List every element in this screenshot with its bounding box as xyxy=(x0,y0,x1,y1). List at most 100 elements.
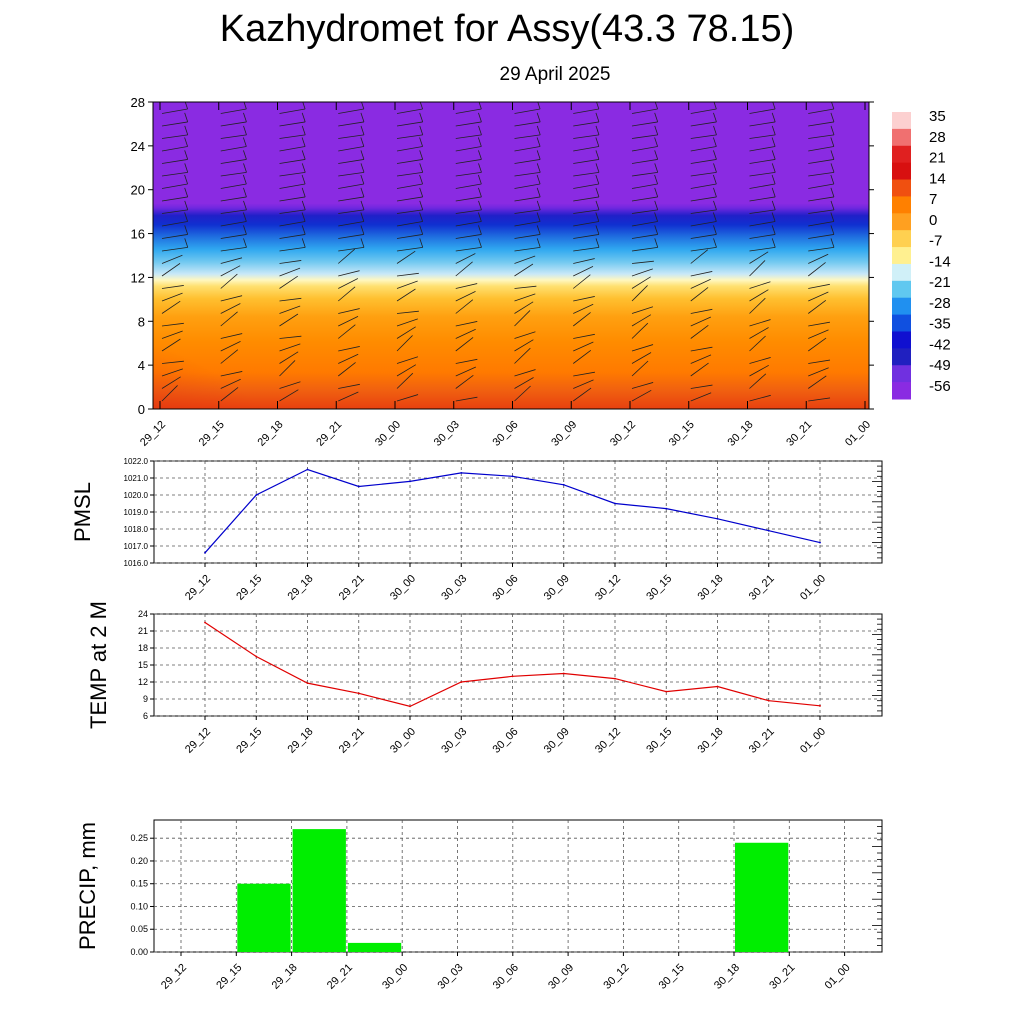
wind-barb-flag xyxy=(419,225,424,235)
wind-barb-flag xyxy=(771,187,776,198)
wind-barb-flag xyxy=(536,212,541,222)
data-point xyxy=(665,507,668,510)
wind-barb-flag xyxy=(830,238,835,248)
wind-barb-flag xyxy=(595,225,600,235)
wind-barb xyxy=(396,246,423,252)
wind-barb xyxy=(396,326,416,339)
wind-barb-flag xyxy=(830,112,835,123)
chart-subtitle: 29 April 2025 xyxy=(499,64,611,85)
wind-barb xyxy=(749,297,766,314)
wind-barb xyxy=(396,234,423,239)
x-tick-label: 30_18 xyxy=(712,962,742,992)
wind-barb xyxy=(161,121,188,127)
colorbar-swatch xyxy=(892,230,911,248)
data-point xyxy=(204,621,206,624)
y-tick-label: 1021.0 xyxy=(124,474,149,483)
wind-barb xyxy=(220,221,247,227)
wind-barb-flag xyxy=(830,212,835,222)
wind-barb-flag xyxy=(184,125,189,136)
wind-barb xyxy=(279,134,306,139)
wind-barb xyxy=(749,108,776,114)
wind-barb-flag xyxy=(595,238,600,248)
wind-barb-flag xyxy=(537,102,541,110)
wind-barb-flag xyxy=(713,102,717,110)
wind-barb-flag xyxy=(654,112,659,123)
wind-barb-flag xyxy=(595,212,600,222)
wind-barb-flag xyxy=(478,225,482,235)
wind-barb xyxy=(161,300,181,314)
wind-barb xyxy=(396,171,423,177)
wind-barb-flag xyxy=(478,112,482,123)
colorbar-swatch xyxy=(892,382,911,400)
heatmap-y-tick-label: 8 xyxy=(138,314,145,329)
wind-barb-flag xyxy=(713,112,717,123)
wind-barb xyxy=(455,328,476,339)
data-point xyxy=(767,699,770,702)
wind-barb-flag xyxy=(536,125,541,136)
x-tick-label: 30_09 xyxy=(546,962,576,992)
wind-barb xyxy=(808,209,835,214)
wind-barb xyxy=(514,234,541,239)
wind-barb xyxy=(808,299,827,314)
wind-barb xyxy=(455,234,482,239)
wind-barb xyxy=(279,343,301,352)
wind-barb xyxy=(631,171,658,177)
wind-barb xyxy=(220,340,241,352)
wind-barb-flag xyxy=(301,200,306,211)
wind-barb xyxy=(396,335,413,352)
colorbar-swatch xyxy=(892,280,911,299)
wind-barb-flag xyxy=(654,225,659,235)
wind-barb xyxy=(631,382,654,389)
wind-barb-flag xyxy=(301,137,306,147)
wind-barb xyxy=(631,209,658,214)
wind-barb-flag xyxy=(536,187,541,198)
wind-barb-flag xyxy=(654,102,658,110)
wind-barb xyxy=(514,255,536,264)
wind-barbs xyxy=(161,102,835,402)
wind-barb xyxy=(514,221,541,227)
wind-barb-flag xyxy=(771,150,776,160)
colorbar-label: -14 xyxy=(929,253,951,270)
wind-barb xyxy=(338,315,359,327)
wind-barb xyxy=(514,246,541,252)
wind-barb xyxy=(573,387,592,402)
wind-barb-flag xyxy=(419,163,424,173)
wind-barb xyxy=(573,341,594,352)
wind-barb xyxy=(808,283,830,289)
wind-barb xyxy=(279,196,306,202)
wind-barb xyxy=(220,273,238,289)
x-tick-label: 30_06 xyxy=(491,573,521,603)
colorbar-swatch xyxy=(892,348,911,366)
wind-barb xyxy=(161,221,188,227)
colorbar-swatch xyxy=(892,213,911,231)
wind-barb xyxy=(573,296,595,302)
wind-barb-flag xyxy=(360,212,365,222)
wind-barb xyxy=(220,234,247,239)
wind-barb xyxy=(514,108,541,114)
wind-barb xyxy=(279,360,296,377)
x-tick-label: 30_12 xyxy=(593,726,623,756)
wind-barb-flag xyxy=(830,137,835,147)
wind-barb xyxy=(455,283,478,289)
wind-barb-flag xyxy=(712,137,717,147)
wind-barb xyxy=(808,196,834,202)
wind-barb xyxy=(514,134,541,139)
wind-barb xyxy=(573,159,599,164)
wind-barb-flag xyxy=(830,174,835,185)
wind-barb xyxy=(749,373,767,389)
wind-barb xyxy=(690,209,717,214)
colorbar: 35 28 21 14 7 0 -7 -14 -21 -28 -35 -42 -49 -56 xyxy=(892,108,951,400)
wind-barb xyxy=(279,221,306,227)
wind-barb xyxy=(514,385,531,402)
wind-barb xyxy=(573,209,600,214)
wind-barb xyxy=(514,263,534,277)
wind-barb xyxy=(455,321,478,327)
wind-barb xyxy=(161,196,188,202)
wind-barb xyxy=(161,376,181,389)
colorbar-swatch xyxy=(892,128,911,147)
wind-barb-flag xyxy=(654,163,659,173)
wind-barb xyxy=(279,313,299,327)
data-point xyxy=(255,655,258,658)
wind-barb-flag xyxy=(360,187,365,198)
